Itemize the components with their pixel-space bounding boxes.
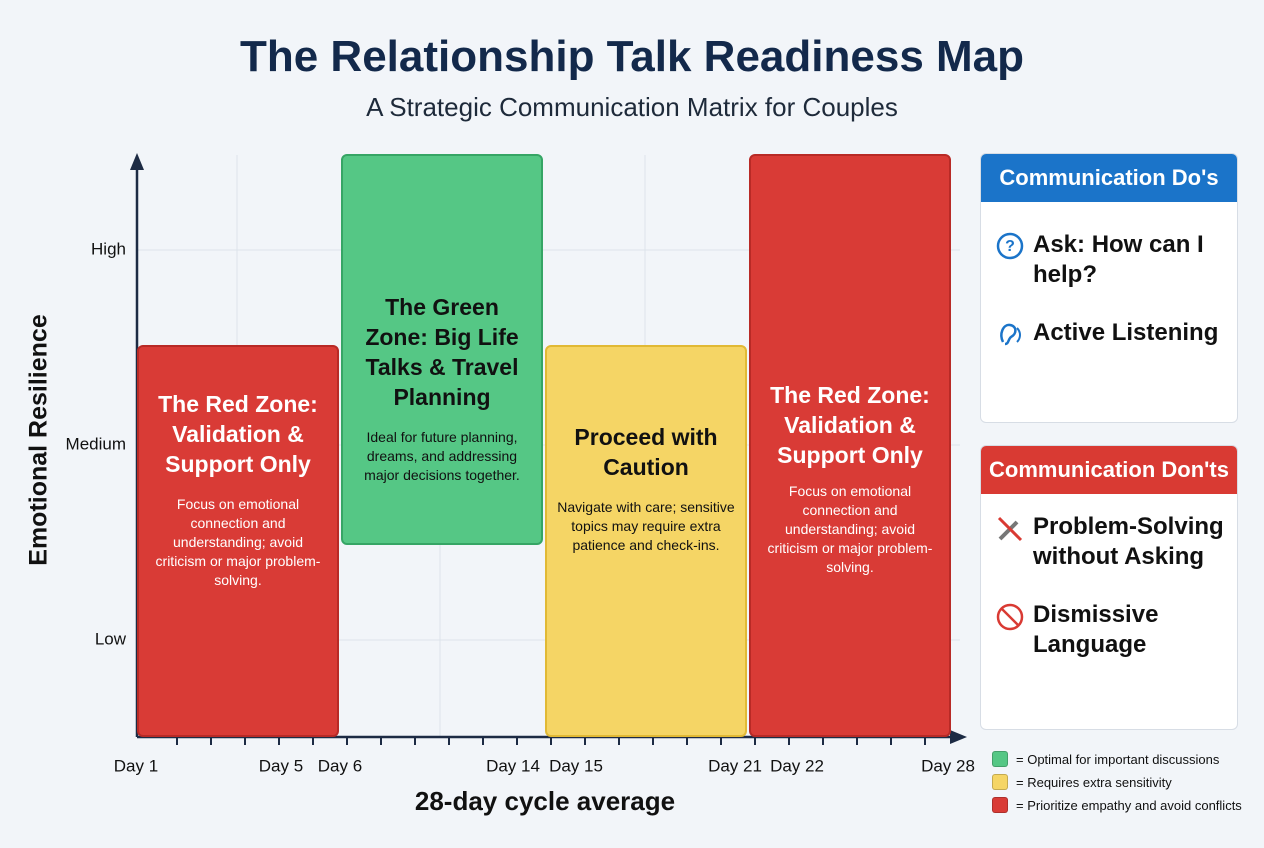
donts-panel: Communication Don'ts Problem-Solving wit… [980, 445, 1238, 730]
svg-text:?: ? [1005, 238, 1015, 255]
legend-swatch [992, 774, 1008, 790]
zone: The Red Zone: Validation & Support Only … [749, 154, 951, 737]
x-label: Day 15 [549, 756, 603, 775]
legend-text: = Optimal for important discussions [1016, 751, 1220, 767]
item-text: Problem-Solving without Asking [1033, 513, 1224, 570]
y-arrow [130, 153, 144, 170]
x-label: Day 28 [921, 756, 975, 775]
y-level: High [91, 239, 126, 258]
zone-title: Proceed with Caution [574, 424, 718, 480]
dos-panel: Communication Do's ? Ask: How can I help… [980, 153, 1238, 423]
zone-title: The Red Zone: Validation & Support Only [770, 382, 930, 468]
do-item: Active Listening [995, 318, 1225, 350]
legend-item: = Requires extra sensitivity [992, 774, 1172, 790]
icon [996, 603, 1024, 631]
legend-swatch [992, 797, 1008, 813]
panel-header: Communication Don'ts [981, 446, 1237, 494]
zone: The Red Zone: Validation & Support Only … [137, 345, 339, 737]
dont-item: Problem-Solving without Asking [995, 512, 1225, 572]
icon: ? [996, 232, 1024, 260]
legend-text: = Requires extra sensitivity [1016, 774, 1172, 790]
x-label: Day 6 [318, 756, 362, 775]
title: The Relationship Talk Readiness Map [239, 32, 1025, 81]
x-label: Day 22 [770, 756, 824, 775]
legend-item: = Optimal for important discussions [992, 751, 1219, 767]
legend-item: = Prioritize empathy and avoid conflicts [992, 797, 1242, 813]
x-label: Day 5 [259, 756, 303, 775]
zone-description: Navigate with care; sensitive topics may… [557, 499, 735, 553]
dont-item: Dismissive Language [995, 600, 1225, 660]
zone: Proceed with Caution Navigate with care;… [545, 345, 747, 737]
x-label: Day 1 [114, 756, 158, 775]
item-text: Ask: How can I help? [1033, 231, 1204, 288]
zone-description: Focus on emotional connection and unders… [767, 483, 933, 575]
zone-description: Ideal for future planning, dreams, and a… [364, 429, 520, 483]
panel-header: Communication Do's [981, 154, 1237, 202]
x-arrow [950, 730, 967, 744]
x-label: Day 21 [708, 756, 762, 775]
y-level: Low [95, 629, 127, 648]
zone-description: Focus on emotional connection and unders… [155, 496, 321, 588]
x-label: Day 14 [486, 756, 540, 775]
ticks [176, 737, 926, 745]
x-title: 28-day cycle average [415, 786, 675, 816]
do-item: ? Ask: How can I help? [995, 230, 1225, 290]
legend-text: = Prioritize empathy and avoid conflicts [1016, 797, 1242, 813]
subtitle: A Strategic Communication Matrix for Cou… [366, 92, 898, 122]
zone-title: The Green Zone: Big Life Talks & Travel … [365, 294, 519, 410]
y-title: Emotional Resilience [25, 314, 53, 566]
zone: The Green Zone: Big Life Talks & Travel … [341, 154, 543, 545]
legend-swatch [992, 751, 1008, 767]
item-text: Dismissive Language [1033, 601, 1159, 658]
zone-title: The Red Zone: Validation & Support Only [158, 391, 318, 477]
y-level: Medium [66, 434, 126, 453]
icon [997, 516, 1023, 542]
item-text: Active Listening [1033, 319, 1219, 346]
icon [1000, 323, 1021, 346]
